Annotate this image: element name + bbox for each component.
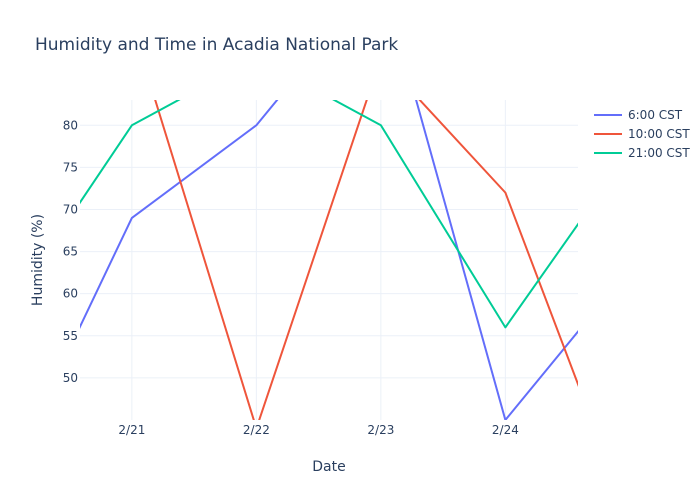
- y-gridlines: [80, 124, 578, 379]
- legend-item[interactable]: 21:00 CST: [594, 146, 690, 160]
- x-tick-label: 2/21: [118, 423, 145, 437]
- x-gridlines: [131, 100, 506, 420]
- legend-label: 10:00 CST: [628, 127, 690, 141]
- x-tick-label: 2/23: [367, 423, 394, 437]
- y-tick-label: 70: [63, 202, 78, 216]
- y-tick-label: 60: [63, 287, 78, 301]
- series-layer: [7, 0, 630, 500]
- y-tick-label: 50: [63, 371, 78, 385]
- y-tick-label: 75: [63, 160, 78, 174]
- legend-item[interactable]: 10:00 CST: [594, 127, 690, 141]
- chart-title: Humidity and Time in Acadia National Par…: [35, 35, 398, 55]
- legend-label: 21:00 CST: [628, 146, 690, 160]
- series-line-1[interactable]: [7, 0, 630, 479]
- legend[interactable]: 6:00 CST 10:00 CST 21:00 CST: [594, 108, 690, 160]
- x-axis-title: Date: [312, 459, 345, 475]
- x-tick-label: 2/22: [243, 423, 270, 437]
- y-tick-label: 65: [63, 245, 78, 259]
- x-tick-labels: 2/21 2/22 2/23 2/24: [118, 423, 518, 437]
- legend-label: 6:00 CST: [628, 108, 683, 122]
- legend-item[interactable]: 6:00 CST: [594, 108, 683, 122]
- y-tick-labels: 50 55 60 65 70 75 80: [63, 118, 78, 385]
- y-axis-title: Humidity (%): [30, 214, 46, 306]
- y-tick-label: 55: [63, 329, 78, 343]
- x-tick-label: 2/24: [492, 423, 519, 437]
- y-tick-label: 80: [63, 118, 78, 132]
- series-line-3[interactable]: [7, 58, 630, 329]
- series-line-2[interactable]: [7, 0, 630, 500]
